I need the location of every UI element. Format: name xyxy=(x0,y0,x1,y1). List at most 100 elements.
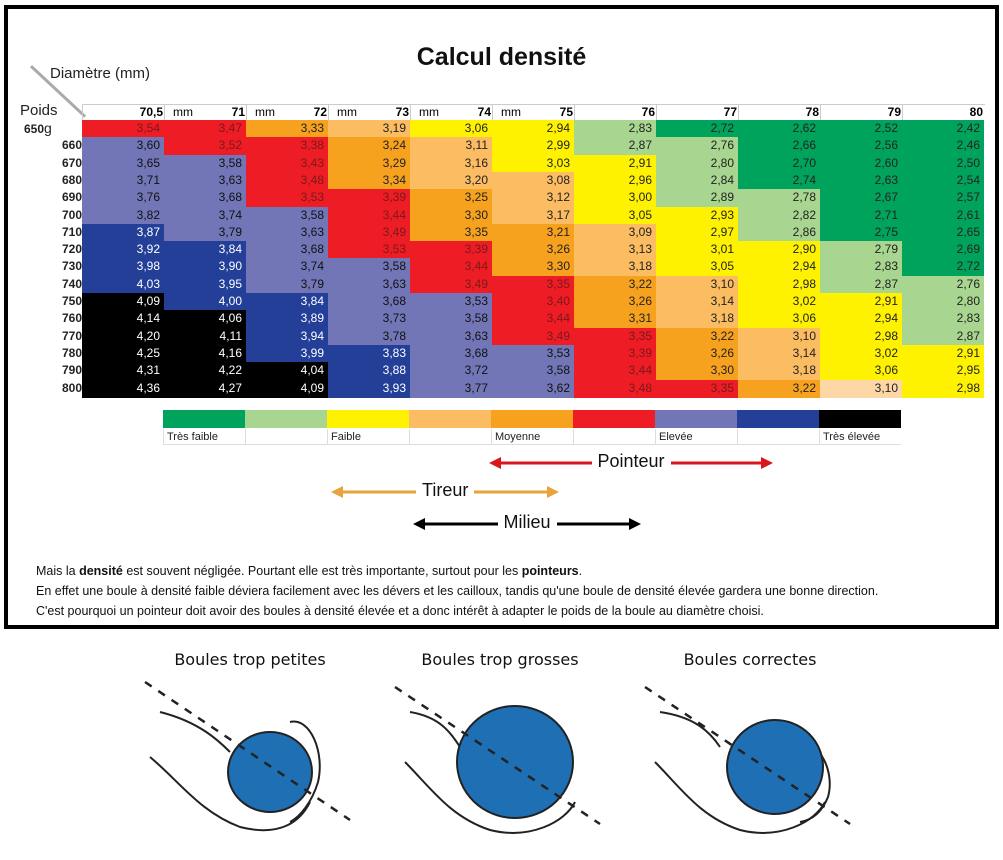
table-cell: 3,68 xyxy=(246,241,328,260)
note-text: est souvent négligée. Pourtant elle est … xyxy=(122,564,522,578)
table-cell: 3,09 xyxy=(574,223,656,242)
column-header-unit: mm xyxy=(419,105,439,119)
table-cell: 3,49 xyxy=(410,275,492,294)
table-cell: 3,77 xyxy=(410,379,492,398)
table-cell: 3,39 xyxy=(410,241,492,260)
illustration-caption: Boules trop petites xyxy=(174,650,326,669)
column-header: 79 xyxy=(820,104,903,120)
table-cell: 3,76 xyxy=(82,189,164,208)
row-weight-label: 650g xyxy=(24,120,52,136)
table-cell: 3,33 xyxy=(246,120,328,138)
table-cell: 2,93 xyxy=(656,206,738,225)
table-cell: 3,68 xyxy=(328,293,410,311)
table-cell: 2,62 xyxy=(738,120,820,138)
column-header-value: 72 xyxy=(313,105,327,119)
table-cell: 4,00 xyxy=(164,293,246,311)
table-cell: 2,86 xyxy=(738,223,820,242)
table-cell: 3,29 xyxy=(328,154,410,173)
table-cell: 3,68 xyxy=(164,189,246,208)
table-cell: 3,53 xyxy=(246,189,328,208)
legend-label xyxy=(737,429,819,445)
table-cell: 3,21 xyxy=(492,223,574,242)
illustration-caption: Boules correctes xyxy=(683,650,817,669)
table-cell: 4,11 xyxy=(164,327,246,346)
table-cell: 3,01 xyxy=(656,241,738,260)
table-cell: 3,48 xyxy=(246,171,328,190)
table-cell: 4,09 xyxy=(246,379,328,398)
row-weight-label: 660 xyxy=(61,138,82,153)
table-cell: 3,49 xyxy=(328,223,410,242)
table-cell: 2,75 xyxy=(820,223,902,242)
table-cell: 2,87 xyxy=(902,327,984,346)
table-cell: 3,63 xyxy=(246,223,328,242)
table-cell: 3,44 xyxy=(328,206,410,225)
table-cell: 2,42 xyxy=(902,120,984,138)
table-cell: 3,22 xyxy=(656,327,738,346)
table-cell: 3,52 xyxy=(164,137,246,156)
table-cell: 3,82 xyxy=(82,206,164,225)
note-text: Mais la xyxy=(36,564,80,578)
row-weight-label: 740 xyxy=(61,276,82,291)
column-header-value: 78 xyxy=(805,105,819,119)
legend-label xyxy=(245,429,327,445)
ball xyxy=(456,705,574,819)
row-weight-label: 780 xyxy=(61,345,82,360)
table-cell: 3,38 xyxy=(246,137,328,156)
table-cell: 4,14 xyxy=(82,310,164,329)
legend-label: Très faible xyxy=(163,429,245,445)
column-header-unit: mm xyxy=(173,105,193,119)
table-cell: 3,84 xyxy=(164,241,246,260)
legend-swatch xyxy=(245,410,327,428)
table-cell: 3,02 xyxy=(820,344,902,363)
table-cell: 3,99 xyxy=(246,344,328,363)
table-cell: 2,98 xyxy=(738,275,820,294)
table-cell: 2,61 xyxy=(902,206,984,225)
table-cell: 4,03 xyxy=(82,275,164,294)
table-cell: 3,58 xyxy=(246,206,328,225)
table-cell: 4,09 xyxy=(82,293,164,311)
table-cell: 2,98 xyxy=(902,379,984,398)
table-cell: 3,20 xyxy=(410,171,492,190)
table-cell: 2,83 xyxy=(902,310,984,329)
row-weight-label: 690 xyxy=(61,190,82,205)
range-arrow-milieu: Milieu xyxy=(413,512,641,534)
note-line-2: En effet une boule à densité faible dévi… xyxy=(36,584,879,598)
table-cell: 2,83 xyxy=(820,258,902,277)
table-cell: 3,54 xyxy=(82,120,164,138)
table-cell: 4,16 xyxy=(164,344,246,363)
row-weight-label: 800 xyxy=(61,380,82,395)
table-cell: 3,84 xyxy=(246,293,328,311)
table-cell: 2,80 xyxy=(656,154,738,173)
row-weight-label: 770 xyxy=(61,328,82,343)
table-cell: 3,78 xyxy=(328,327,410,346)
table-cell: 4,31 xyxy=(82,362,164,381)
table-cell: 3,26 xyxy=(656,344,738,363)
table-cell: 2,50 xyxy=(902,154,984,173)
table-cell: 3,65 xyxy=(82,154,164,173)
table-cell: 3,43 xyxy=(246,154,328,173)
table-cell: 2,78 xyxy=(738,189,820,208)
table-cell: 3,35 xyxy=(492,275,574,294)
table-cell: 3,03 xyxy=(492,154,574,173)
column-header-value: 70,5 xyxy=(139,105,163,119)
table-cell: 3,44 xyxy=(410,258,492,277)
table-cell: 3,40 xyxy=(492,293,574,311)
table-cell: 2,72 xyxy=(656,120,738,138)
legend-label xyxy=(573,429,655,445)
table-cell: 2,94 xyxy=(738,258,820,277)
table-cell: 3,11 xyxy=(410,137,492,156)
table-cell: 3,63 xyxy=(328,275,410,294)
table-cell: 3,95 xyxy=(164,275,246,294)
table-cell: 4,27 xyxy=(164,379,246,398)
table-cell: 3,72 xyxy=(410,362,492,381)
table-cell: 3,49 xyxy=(492,327,574,346)
column-header-value: 79 xyxy=(887,105,901,119)
note-bold-densite: densité xyxy=(79,564,123,578)
table-cell: 2,90 xyxy=(738,241,820,260)
column-header: 74 mm xyxy=(410,104,521,120)
table-cell: 2,87 xyxy=(574,137,656,156)
table-cell: 3,05 xyxy=(574,206,656,225)
table-cell: 3,58 xyxy=(164,154,246,173)
table-cell: 3,10 xyxy=(738,327,820,346)
table-cell: 3,06 xyxy=(410,120,492,138)
